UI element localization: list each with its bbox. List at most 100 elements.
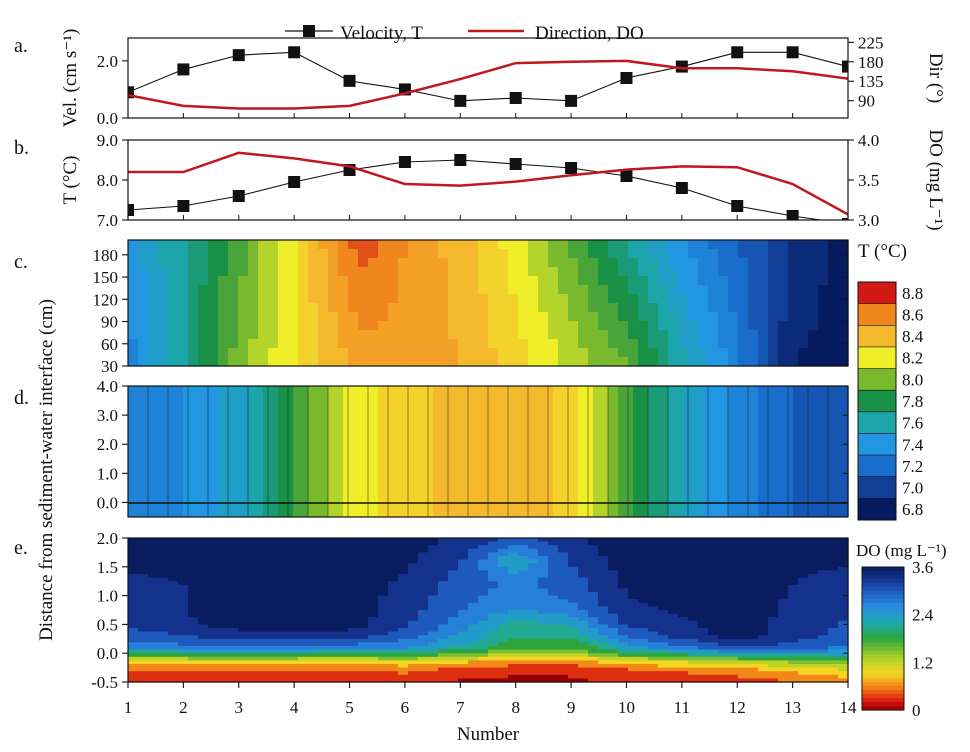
panel-c-cell bbox=[738, 240, 749, 250]
panel-e-cell bbox=[368, 635, 379, 640]
panel-c-cell bbox=[728, 321, 739, 331]
panel-c-cell bbox=[198, 312, 209, 322]
panel-e-cell bbox=[348, 653, 359, 658]
panel-a-velocity-point bbox=[288, 46, 301, 59]
panel-e-cell bbox=[838, 548, 849, 553]
panel-c-cell bbox=[518, 258, 529, 268]
panel-e-cell bbox=[778, 667, 789, 672]
panel-c-cell bbox=[698, 330, 709, 340]
panel-e-cell bbox=[248, 653, 259, 658]
panel-e-cell bbox=[658, 552, 669, 557]
panel-c-cell bbox=[658, 357, 669, 367]
panel-e-cell bbox=[348, 541, 359, 546]
panel-e-cell bbox=[258, 660, 269, 665]
panel-e-cell bbox=[788, 660, 799, 665]
panel-e-cell bbox=[668, 602, 679, 607]
panel-e-cell bbox=[638, 624, 649, 629]
panel-e-cell bbox=[838, 584, 849, 589]
panel-e-cell bbox=[458, 653, 469, 658]
panel-e-cell bbox=[178, 570, 189, 575]
panel-d-cell bbox=[718, 386, 724, 517]
panel-e-cell bbox=[318, 592, 329, 597]
panel-e-cell bbox=[388, 545, 399, 550]
panel-c-cell bbox=[198, 240, 209, 250]
panel-e-cell bbox=[678, 570, 689, 575]
panel-e-cell bbox=[498, 574, 509, 579]
panel-c-cell bbox=[808, 303, 819, 313]
panel-e-cell bbox=[298, 556, 309, 561]
panel-e-cell bbox=[288, 595, 299, 600]
panel-e-cell bbox=[358, 541, 369, 546]
panel-d-cell bbox=[133, 386, 139, 517]
colorbar-t-swatch bbox=[858, 411, 896, 434]
panel-e-cell bbox=[168, 574, 179, 579]
panel-c-cell bbox=[758, 285, 769, 295]
panel-e-cell bbox=[148, 635, 159, 640]
panel-e-cell bbox=[708, 577, 719, 582]
panel-c-cell bbox=[718, 276, 729, 286]
panel-e-cell bbox=[568, 628, 579, 633]
panel-e-cell bbox=[708, 556, 719, 561]
panel-e-cell bbox=[298, 584, 309, 589]
panel-c-cell bbox=[268, 330, 279, 340]
panel-e-cell bbox=[288, 642, 299, 647]
panel-e-cell bbox=[788, 577, 799, 582]
panel-c-cell bbox=[688, 276, 699, 286]
panel-e-cell bbox=[148, 541, 159, 546]
panel-e-cell bbox=[248, 642, 259, 647]
panel-c-cell bbox=[208, 330, 219, 340]
panel-b-t-point bbox=[454, 154, 467, 166]
panel-e-cell bbox=[128, 631, 139, 636]
panel-c-cell bbox=[278, 240, 289, 250]
panel-e-cell bbox=[468, 620, 479, 625]
panel-e-cell bbox=[538, 577, 549, 582]
panel-e-cell bbox=[318, 674, 329, 679]
panel-e-cell bbox=[698, 588, 709, 593]
panel-e-cell bbox=[508, 541, 519, 546]
panel-e-cell bbox=[658, 556, 669, 561]
panel-e-cell bbox=[218, 642, 229, 647]
panel-e-cell bbox=[648, 606, 659, 611]
panel-c-cell bbox=[838, 348, 849, 358]
panel-c-cell bbox=[538, 285, 549, 295]
panel-e-cell bbox=[478, 592, 489, 597]
panel-e-cell bbox=[258, 656, 269, 661]
panel-e-cell bbox=[718, 653, 729, 658]
panel-e-cell bbox=[608, 548, 619, 553]
panel-e-cell bbox=[468, 646, 479, 651]
panel-e-cell bbox=[128, 545, 139, 550]
panel-c-cell bbox=[218, 276, 229, 286]
panel-e-cell bbox=[708, 599, 719, 604]
panel-e-cell bbox=[568, 620, 579, 625]
panel-c-cell bbox=[598, 294, 609, 304]
panel-e-cell bbox=[438, 617, 449, 622]
panel-e-cell bbox=[378, 595, 389, 600]
panel-e-cell bbox=[818, 584, 829, 589]
panel-e-cell bbox=[258, 642, 269, 647]
panel-c-cell bbox=[528, 267, 539, 277]
panel-e-cell bbox=[338, 566, 349, 571]
panel-e-cell bbox=[768, 631, 779, 636]
panel-e-cell bbox=[568, 602, 579, 607]
panel-e-cell bbox=[318, 642, 329, 647]
panel-e-cell bbox=[428, 613, 439, 618]
panel-e-cell bbox=[258, 678, 269, 683]
panel-a-series-velocity-line bbox=[128, 51, 848, 102]
panel-e-cell bbox=[398, 592, 409, 597]
panel-c-cell bbox=[268, 276, 279, 286]
panel-e-cell bbox=[598, 545, 609, 550]
panel-e-cell bbox=[458, 548, 469, 553]
panel-e-cell bbox=[128, 617, 139, 622]
panel-c-cell bbox=[528, 303, 539, 313]
panel-e-cell bbox=[188, 628, 199, 633]
panel-e-cell bbox=[698, 653, 709, 658]
panel-e-cell bbox=[318, 667, 329, 672]
panel-c-cell bbox=[368, 276, 379, 286]
panel-c-cell bbox=[818, 258, 829, 268]
panel-e-cell bbox=[348, 667, 359, 672]
panel-c-cell bbox=[198, 321, 209, 331]
panel-c-cell bbox=[828, 276, 839, 286]
panel-c-cell bbox=[148, 312, 159, 322]
panel-e-cell bbox=[358, 624, 369, 629]
panel-c-cell bbox=[268, 249, 279, 259]
